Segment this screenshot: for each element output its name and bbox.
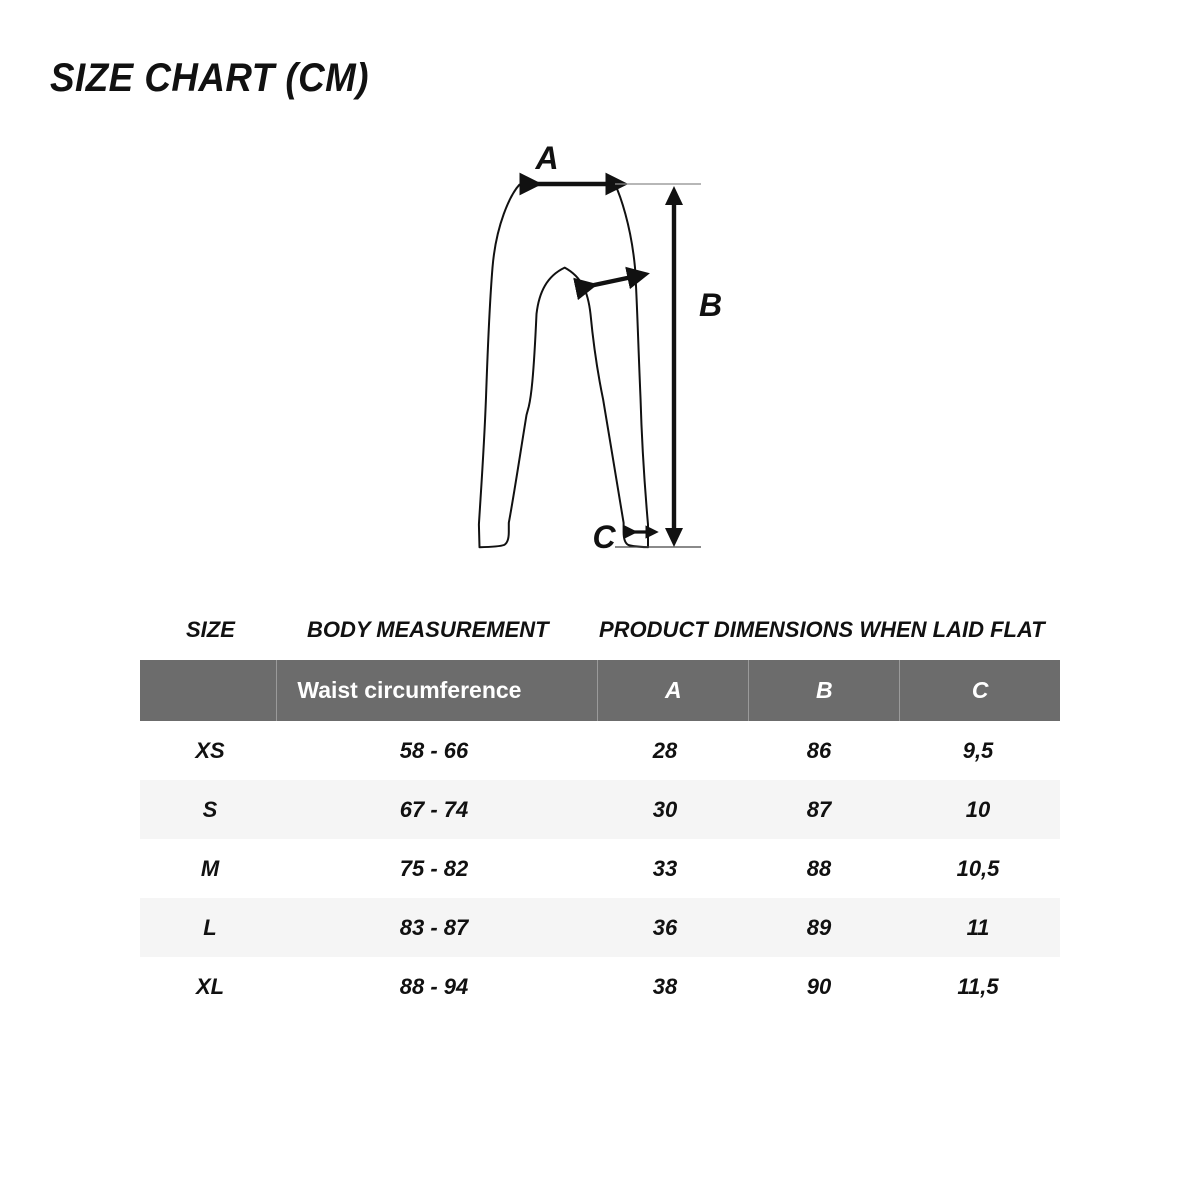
- svg-text:C: C: [592, 519, 616, 555]
- svg-text:B: B: [699, 287, 722, 323]
- svg-text:A: A: [534, 140, 558, 176]
